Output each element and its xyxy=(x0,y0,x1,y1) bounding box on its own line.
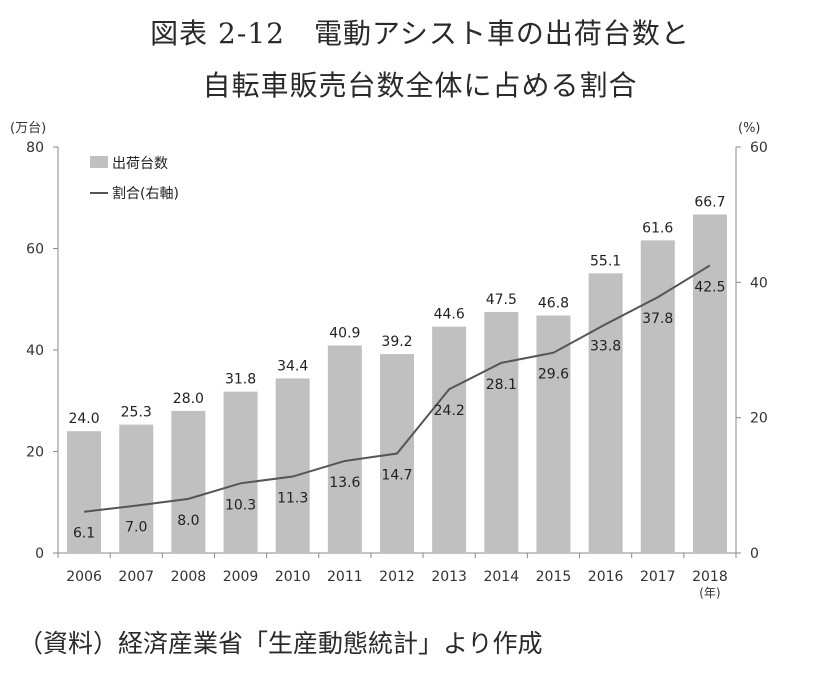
ratio-value-label: 6.1 xyxy=(73,526,95,542)
x-axis-unit: (年) xyxy=(699,586,720,600)
bar-value-label: 44.6 xyxy=(434,307,465,323)
x-tick-label: 2009 xyxy=(223,569,259,585)
bar-2016 xyxy=(588,273,623,553)
x-tick-label: 2012 xyxy=(379,569,415,585)
bar-value-label: 66.7 xyxy=(694,194,725,210)
right-axis-unit: (%) xyxy=(738,121,761,136)
bar-2014 xyxy=(484,311,519,553)
ratio-value-label: 42.5 xyxy=(694,279,725,295)
x-tick-label: 2008 xyxy=(171,569,207,585)
bar-2010 xyxy=(275,378,310,553)
x-tick-label: 2017 xyxy=(640,569,676,585)
bar-value-label: 39.2 xyxy=(381,334,412,350)
bar-value-label: 24.0 xyxy=(68,411,99,427)
bar-line-chart: 0 20 40 60 80 0 20 40 60 (万台) (%) 2006 2007 2008 2009 2… xyxy=(10,121,768,600)
bar-2015 xyxy=(536,315,571,553)
bar-value-label: 46.8 xyxy=(538,295,569,311)
bar-2009 xyxy=(223,391,258,553)
bar-value-label: 31.8 xyxy=(225,372,256,388)
ratio-value-label: 7.0 xyxy=(125,520,147,536)
chart-title-line-1: 図表 2-12 電動アシスト車の出荷台数と xyxy=(150,17,690,50)
ratio-value-label: 24.2 xyxy=(434,403,465,419)
x-tick-label: 2016 xyxy=(588,569,624,585)
left-tick-label: 60 xyxy=(26,242,44,258)
bar-value-label: 34.4 xyxy=(277,358,308,374)
ratio-value-label: 29.6 xyxy=(538,367,569,383)
bar-value-label: 61.6 xyxy=(642,220,673,236)
bar-series xyxy=(67,214,727,553)
chart-axes: 0 20 40 60 80 0 20 40 60 (万台) (%) 2006 2007 2008 2009 2… xyxy=(10,121,768,600)
bar-2018 xyxy=(692,214,727,553)
left-tick-label: 80 xyxy=(26,140,44,156)
bar-2011 xyxy=(327,345,362,553)
x-tick-label: 2014 xyxy=(483,569,519,585)
bar-2007 xyxy=(119,424,154,553)
ratio-value-label: 28.1 xyxy=(486,377,517,393)
bar-value-label: 25.3 xyxy=(121,405,152,421)
data-labels: 24.0 25.3 28.0 31.8 34.4 40.9 39.2 44.6 47.5 46.8… xyxy=(68,194,725,541)
ratio-value-label: 33.8 xyxy=(590,338,621,354)
bar-value-label: 28.0 xyxy=(173,391,204,407)
bar-2017 xyxy=(640,240,675,553)
x-tick-label: 2011 xyxy=(327,569,363,585)
left-tick-label: 40 xyxy=(26,343,44,359)
right-tick-label: 40 xyxy=(750,275,768,291)
ratio-value-label: 11.3 xyxy=(277,491,308,507)
x-tick-label: 2015 xyxy=(536,569,572,585)
bar-2013 xyxy=(432,326,467,553)
right-tick-label: 60 xyxy=(750,140,768,156)
ratio-value-label: 13.6 xyxy=(329,475,360,491)
right-tick-label: 0 xyxy=(750,546,759,562)
bar-value-label: 55.1 xyxy=(590,253,621,269)
left-tick-label: 20 xyxy=(26,445,44,461)
legend-line-label: 割合(右軸) xyxy=(112,185,179,202)
bar-value-label: 40.9 xyxy=(329,325,360,341)
source-note: （資料）経済産業省「生産動態統計」より作成 xyxy=(18,629,543,658)
ratio-value-label: 37.8 xyxy=(642,311,673,327)
line-series xyxy=(83,264,711,513)
bar-2008 xyxy=(171,410,206,553)
left-axis-unit: (万台) xyxy=(10,121,46,136)
x-tick-label: 2018 xyxy=(692,569,728,585)
legend-bar-swatch xyxy=(90,156,108,168)
left-tick-label: 0 xyxy=(35,546,44,562)
x-tick-label: 2010 xyxy=(275,569,311,585)
x-tick-label: 2007 xyxy=(118,569,154,585)
right-tick-label: 20 xyxy=(750,411,768,427)
ratio-value-label: 10.3 xyxy=(225,497,256,513)
ratio-value-label: 8.0 xyxy=(177,513,199,529)
bar-value-label: 47.5 xyxy=(486,292,517,308)
chart-title-line-2: 自転車販売台数全体に占める割合 xyxy=(202,69,638,102)
legend-bar-label: 出荷台数 xyxy=(112,156,168,172)
x-tick-label: 2013 xyxy=(431,569,467,585)
x-tick-label: 2006 xyxy=(66,569,102,585)
bar-2006 xyxy=(67,431,102,553)
ratio-value-label: 14.7 xyxy=(381,468,412,484)
